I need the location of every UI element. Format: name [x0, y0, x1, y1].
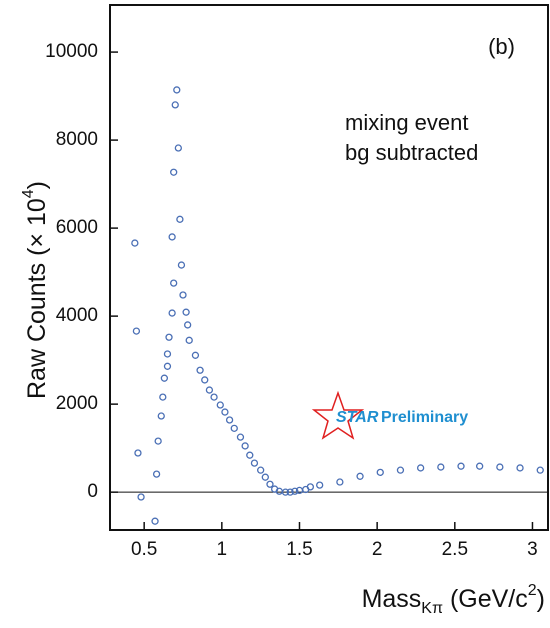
data-point	[266, 480, 274, 488]
data-point	[437, 463, 445, 471]
data-point	[131, 239, 139, 247]
x-tick-label: 1.5	[286, 539, 312, 560]
annotation: mixing event	[345, 110, 469, 135]
data-point	[281, 488, 290, 496]
data-point	[336, 478, 344, 486]
x-tick-label: 3	[527, 539, 538, 560]
x-label-part: (GeV/c	[443, 585, 528, 613]
y-label-sup: 4	[20, 189, 37, 198]
data-point	[154, 437, 162, 445]
data-point	[182, 308, 190, 316]
data-point	[171, 101, 179, 109]
x-label-sup: 2	[528, 582, 537, 599]
data-point	[179, 291, 187, 299]
y-tick-label: 6000	[56, 217, 98, 238]
data-point	[246, 451, 254, 459]
data-point	[184, 321, 192, 329]
data-point	[416, 464, 425, 472]
data-point	[173, 86, 181, 94]
y-axis-label: Raw Counts (× 104)	[20, 181, 50, 399]
y-tick-label: 10000	[45, 41, 98, 62]
data-point	[132, 327, 141, 335]
y-label-part: )	[23, 181, 51, 189]
x-label-part: Mass	[362, 585, 422, 613]
data-point	[168, 233, 176, 241]
data-point	[306, 483, 315, 491]
data-point	[168, 309, 176, 317]
y-tick-label: 0	[87, 481, 98, 502]
data-point	[236, 433, 245, 441]
x-axis-label: MassKπ (GeV/c2)	[362, 582, 545, 617]
annotation: bg subtracted	[345, 140, 478, 165]
data-point	[250, 459, 259, 467]
x-tick-label: 2	[372, 539, 383, 560]
data-point	[185, 336, 193, 344]
data-point	[316, 481, 324, 489]
x-tick-label: 2.5	[442, 539, 468, 560]
data-point	[191, 351, 200, 359]
star-logo	[311, 390, 365, 440]
data-point	[160, 374, 169, 382]
data-point	[210, 393, 218, 401]
logo-text: Preliminary	[381, 409, 468, 426]
data-point	[536, 466, 544, 474]
data-point	[356, 472, 364, 480]
data-point	[196, 366, 204, 374]
data-point	[230, 424, 238, 432]
x-label-part: )	[537, 585, 545, 613]
logo-text: STAR	[336, 409, 379, 426]
y-tick-label: 4000	[56, 305, 98, 326]
data-point	[177, 261, 186, 269]
data-point	[286, 488, 294, 496]
data-point	[174, 144, 182, 152]
data-point	[496, 463, 504, 471]
y-tick-label: 2000	[56, 393, 98, 414]
data-point	[152, 470, 161, 478]
data-point	[151, 517, 159, 525]
data-point	[291, 487, 299, 495]
x-tick-label: 0.5	[131, 539, 157, 560]
data-point	[137, 493, 145, 501]
data-point	[221, 408, 229, 416]
data-point	[396, 466, 405, 474]
data-point	[225, 416, 234, 424]
data-point	[257, 466, 265, 474]
y-label-part: Raw Counts (× 10	[23, 198, 51, 399]
y-tick-label: 8000	[56, 129, 98, 150]
data-point	[163, 350, 172, 358]
data-point	[159, 393, 167, 401]
data-point	[261, 473, 269, 481]
data-point	[170, 168, 178, 176]
panel-label: (b)	[488, 34, 515, 59]
data-point	[163, 362, 172, 370]
data-point	[516, 464, 524, 472]
data-point	[165, 333, 173, 341]
data-point	[170, 279, 178, 287]
data-point	[201, 376, 209, 384]
data-point	[205, 386, 214, 394]
data-point	[176, 215, 184, 223]
data-point	[457, 462, 465, 470]
data-point	[376, 468, 384, 477]
x-label-sub: Kπ	[421, 600, 443, 617]
data-point	[241, 442, 249, 450]
data-point	[216, 401, 224, 409]
data-point	[134, 449, 142, 457]
data-point	[476, 462, 484, 470]
plot-frame	[109, 4, 549, 531]
data-point	[157, 412, 165, 420]
x-tick-label: 1	[217, 539, 228, 560]
